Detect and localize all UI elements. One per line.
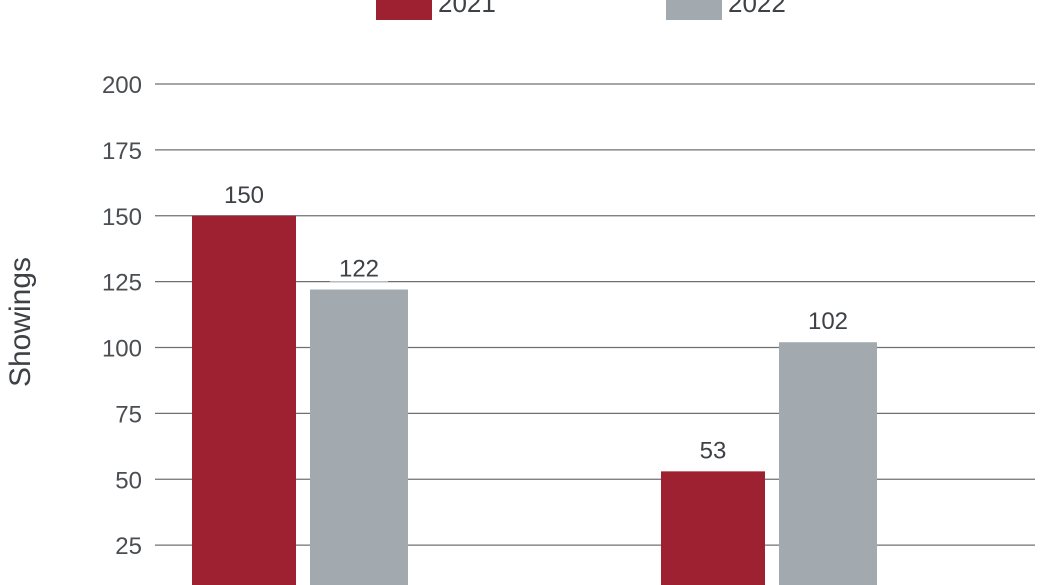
- y-axis-label: Showings: [4, 257, 37, 387]
- data-label: 53: [700, 437, 727, 464]
- y-tick-label: 25: [115, 533, 142, 560]
- y-tick-label: 150: [102, 204, 142, 231]
- gridlines: 25 50 75 100 125 150 175 200: [102, 72, 1035, 560]
- data-labels: 150 53 122 102: [215, 181, 857, 464]
- legend-swatch-2021: [376, 0, 432, 20]
- y-tick-label: 200: [102, 72, 142, 99]
- bar-2022-2: [779, 342, 877, 585]
- data-label-background: [799, 308, 857, 335]
- bar-2021-1: [192, 215, 296, 585]
- data-label-background: [691, 437, 735, 464]
- data-label: 122: [339, 256, 379, 283]
- bars: [192, 215, 877, 585]
- legend: 2021 2022: [376, 0, 786, 20]
- bar-2021-2: [661, 471, 765, 585]
- data-label: 102: [808, 308, 848, 335]
- y-tick-label: 75: [115, 401, 142, 428]
- legend-label-2022: 2022: [728, 0, 786, 18]
- data-label-background: [330, 255, 388, 282]
- y-tick-label: 100: [102, 336, 142, 363]
- y-tick-label: 50: [115, 467, 142, 494]
- bar-2022-1: [310, 289, 408, 585]
- y-tick-label: 125: [102, 270, 142, 297]
- y-tick-label: 175: [102, 138, 142, 165]
- data-label: 150: [224, 182, 264, 209]
- data-label-background: [215, 181, 273, 208]
- legend-swatch-2022: [666, 0, 722, 20]
- legend-label-2021: 2021: [438, 0, 496, 18]
